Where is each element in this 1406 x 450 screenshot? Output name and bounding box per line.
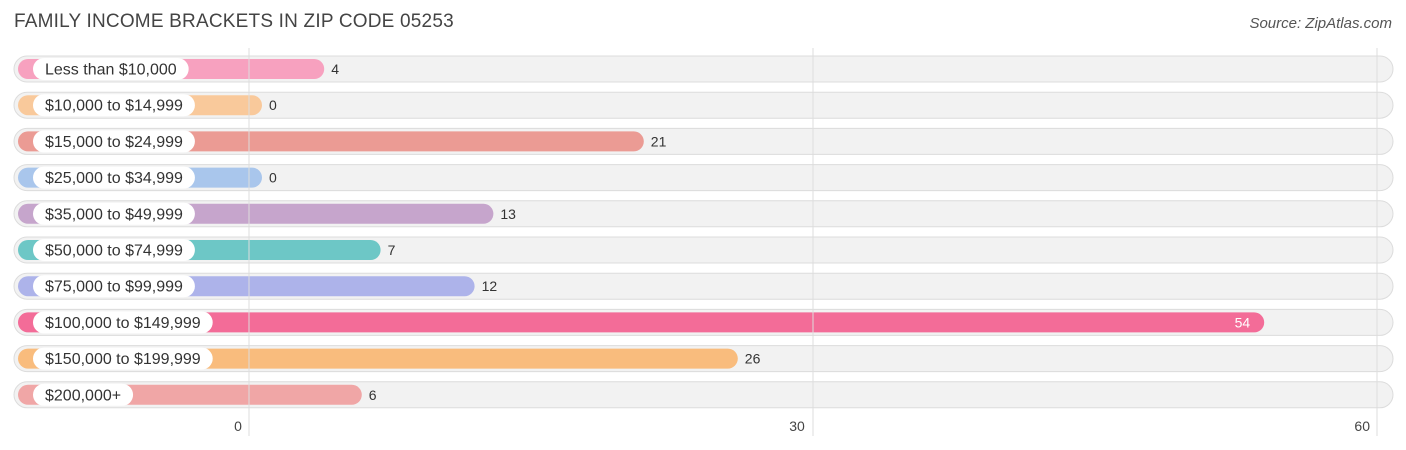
category-pill — [33, 202, 195, 225]
category-label: Less than $10,000 — [45, 62, 177, 79]
category-label: $200,000+ — [45, 387, 121, 404]
bar-row: $100,000 to $149,999 54 — [13, 308, 1394, 336]
category-label: $35,000 to $49,999 — [45, 206, 183, 223]
category-pill — [33, 383, 134, 406]
category-pill — [33, 166, 195, 189]
gridlines: 0 30 60 — [234, 48, 1378, 436]
category-pill — [33, 311, 213, 334]
chart-title: FAMILY INCOME BRACKETS IN ZIP CODE 05253 — [14, 11, 454, 32]
value-label: 0 — [269, 97, 277, 113]
source-label: Source: ZipAtlas.com — [1249, 15, 1392, 32]
bar-row: $50,000 to $74,999 7 — [13, 236, 1394, 264]
bar — [18, 312, 1265, 333]
row-background — [13, 91, 1394, 119]
category-label: $10,000 to $14,999 — [45, 98, 183, 115]
category-pill — [33, 130, 195, 153]
x-tick-label: 60 — [1354, 418, 1370, 434]
category-label: $15,000 to $24,999 — [45, 134, 183, 151]
category-pill — [33, 275, 195, 298]
value-label: 54 — [1235, 314, 1251, 330]
value-label: 0 — [269, 170, 277, 186]
bar-row: Less than $10,000 4 — [13, 55, 1394, 83]
row-background — [13, 164, 1394, 192]
bar-row: $35,000 to $49,999 13 — [13, 200, 1394, 228]
category-label: $50,000 to $74,999 — [45, 243, 183, 260]
x-tick-label: 0 — [234, 418, 242, 434]
row-background — [13, 55, 1394, 83]
rows: Less than $10,000 4 $10,000 to $14,999 0 $15… — [13, 55, 1394, 409]
value-label: 6 — [369, 387, 377, 403]
x-tick-label: 30 — [789, 418, 805, 434]
bar-row: $75,000 to $99,999 12 — [13, 272, 1394, 300]
bar-row: $25,000 to $34,999 0 — [13, 164, 1394, 192]
value-label: 12 — [482, 278, 498, 294]
category-pill — [33, 58, 189, 80]
category-pill — [33, 239, 195, 261]
bar-row: $15,000 to $24,999 21 — [13, 127, 1394, 155]
category-pill — [33, 94, 195, 117]
value-label: 7 — [388, 242, 396, 258]
value-label: 26 — [745, 351, 761, 367]
value-label: 13 — [500, 206, 516, 222]
category-label: $150,000 to $199,999 — [45, 351, 201, 368]
category-label: $75,000 to $99,999 — [45, 279, 183, 296]
bar-row: $150,000 to $199,999 26 — [13, 345, 1394, 373]
value-label: 4 — [331, 61, 339, 77]
bar-row: $200,000+ 6 — [13, 381, 1394, 409]
category-pill — [33, 347, 213, 370]
value-label: 21 — [651, 133, 667, 149]
category-label: $100,000 to $149,999 — [45, 315, 201, 332]
category-label: $25,000 to $34,999 — [45, 170, 183, 187]
bar-row: $10,000 to $14,999 0 — [13, 91, 1394, 119]
